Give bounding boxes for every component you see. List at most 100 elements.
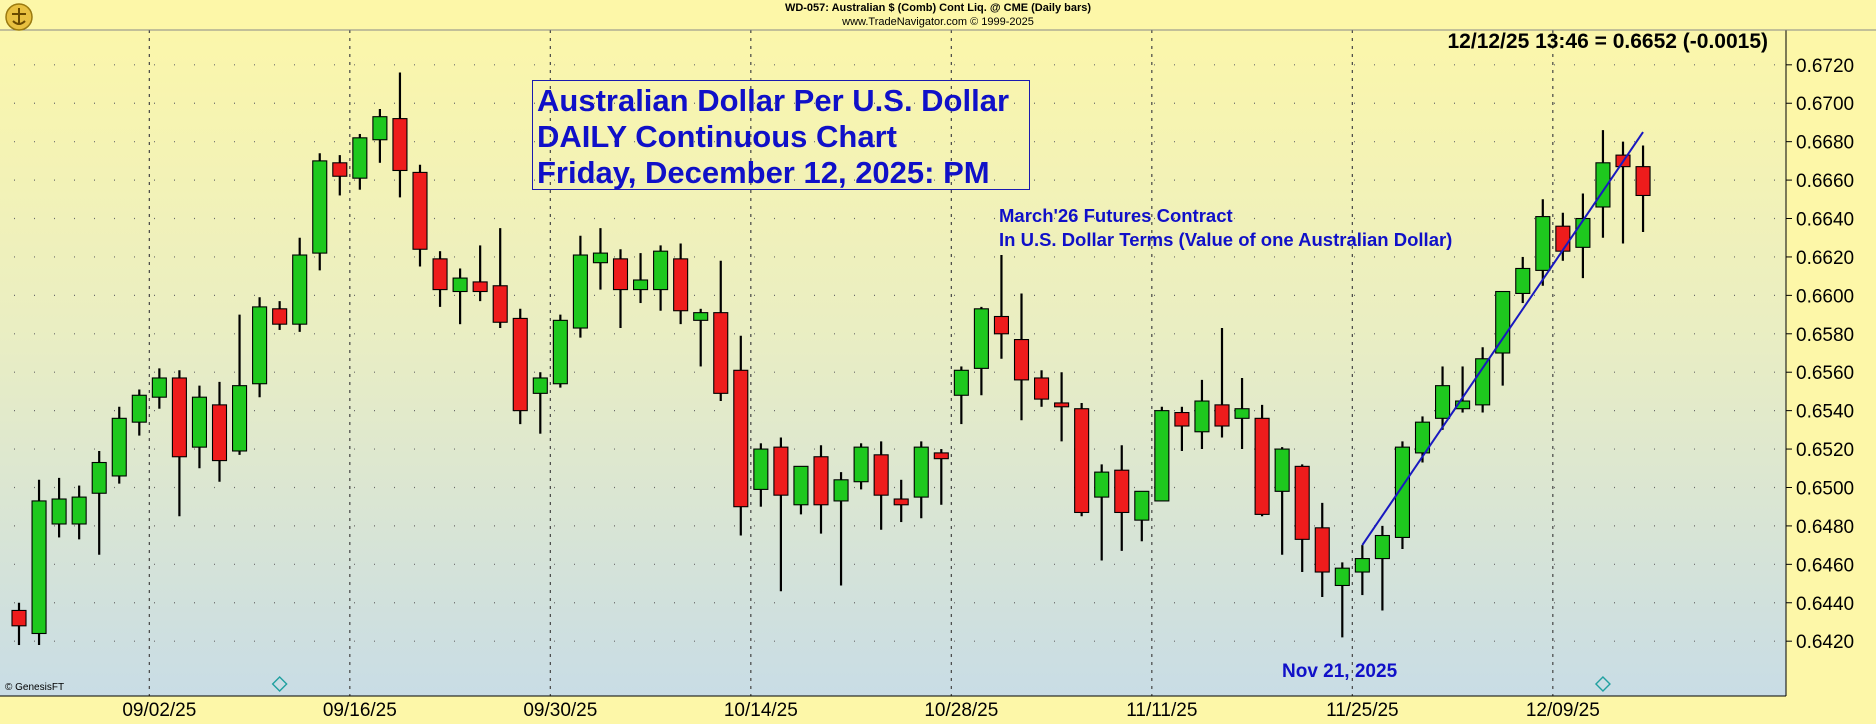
candle-body-up: [292, 254, 308, 325]
candle: [332, 155, 348, 196]
candle-body-down: [1254, 417, 1270, 515]
candle: [713, 260, 729, 402]
y-tick-label: 0.6480: [1796, 517, 1854, 538]
candle-body-up: [1094, 471, 1110, 498]
candle: [1114, 445, 1130, 551]
candle-body-up: [312, 160, 328, 254]
candle: [1154, 406, 1170, 502]
candle-body-up: [632, 279, 649, 291]
y-tick-label: 0.6560: [1796, 363, 1854, 384]
x-tick-label: 12/09/25: [1526, 700, 1600, 721]
x-tick-label: 11/25/25: [1326, 700, 1399, 721]
candle: [753, 443, 769, 507]
candle-body-up: [91, 461, 107, 494]
event-marker-icon: [1594, 676, 1611, 692]
candle-body-down: [733, 369, 749, 508]
candle: [1013, 293, 1030, 421]
price-readout: 12/12/25 13:46 = 0.6652 (-0.0015): [1447, 30, 1769, 53]
candle-body-up: [191, 396, 207, 448]
x-tick-label: 10/28/25: [924, 700, 998, 721]
candle: [91, 450, 107, 555]
candle-body-down: [893, 498, 909, 506]
y-tick-label: 0.6660: [1796, 171, 1854, 192]
candle-body-up: [693, 312, 709, 321]
trendline-layer: [271, 131, 1644, 692]
y-tick-label: 0.6440: [1796, 594, 1854, 615]
candle-body-up: [1354, 558, 1370, 573]
candle-body-down: [412, 171, 428, 250]
candle-body-down: [1054, 402, 1070, 408]
candle-body-up: [833, 479, 849, 502]
candle-body-down: [1555, 225, 1571, 252]
candle: [432, 251, 448, 307]
y-tick-label: 0.6420: [1796, 632, 1854, 653]
candle: [232, 314, 248, 455]
candle-body-down: [933, 452, 949, 460]
candle: [572, 235, 588, 338]
candle: [953, 366, 969, 425]
contract-note-line-2: In U.S. Dollar Terms (Value of one Austr…: [999, 229, 1453, 250]
candle: [1314, 502, 1330, 597]
candle: [1194, 379, 1210, 450]
candle: [1234, 377, 1250, 450]
candle: [1254, 404, 1270, 517]
candle: [312, 153, 328, 271]
candle-body-down: [171, 377, 187, 458]
candle: [1034, 370, 1050, 407]
candle: [1515, 256, 1531, 304]
candle-body-up: [1234, 408, 1250, 419]
candle-body-up: [1575, 217, 1591, 248]
candle-body-up: [151, 377, 167, 398]
candle-body-up: [572, 254, 588, 329]
candle: [31, 479, 47, 646]
candle: [653, 245, 669, 311]
candle-body-up: [452, 277, 468, 293]
candle: [552, 314, 568, 388]
candle-body-up: [1515, 267, 1531, 294]
candle-body-down: [332, 162, 348, 177]
candle-body-up: [372, 116, 388, 141]
candle: [853, 443, 869, 490]
candle: [191, 385, 207, 469]
candle-body-up: [232, 385, 248, 452]
candle-body-up: [1134, 490, 1150, 521]
contract-note: March'26 Futures Contract In U.S. Dollar…: [999, 204, 1452, 252]
candle-body-up: [31, 500, 47, 635]
candle-body-down: [873, 454, 889, 496]
candle: [452, 268, 468, 325]
x-axis-band: [0, 696, 1876, 724]
candle: [1354, 545, 1370, 596]
low-date-annotation: Nov 21, 2025: [1282, 661, 1398, 682]
candle-body-down: [512, 317, 528, 412]
candle: [1094, 464, 1110, 561]
chart-title-box: Australian Dollar Per U.S. Dollar DAILY …: [532, 80, 1030, 190]
tradenavigator-logo-icon: [5, 3, 33, 31]
y-tick-label: 0.6700: [1796, 94, 1854, 115]
candle-body-up: [592, 252, 609, 264]
candle: [392, 72, 408, 198]
candle-body-up: [913, 446, 929, 498]
y-tick-label: 0.6500: [1796, 478, 1854, 499]
candle: [873, 441, 889, 530]
candle-body-down: [1214, 404, 1230, 427]
candle-body-down: [1294, 465, 1310, 540]
y-tick-label: 0.6640: [1796, 210, 1854, 231]
candle-body-down: [713, 312, 729, 394]
contract-note-line-1: March'26 Futures Contract: [999, 205, 1233, 226]
event-marker-icon: [271, 676, 288, 692]
candle: [1074, 402, 1090, 517]
candle: [1374, 525, 1390, 611]
x-tick-label: 09/02/25: [122, 700, 196, 721]
candle: [793, 465, 809, 515]
candle: [1334, 562, 1350, 638]
chart-header-source: www.TradeNavigator.com © 1999-2025: [842, 16, 1034, 28]
title-line-3: Friday, December 12, 2025: PM: [537, 155, 990, 190]
candle-body-up: [111, 417, 127, 477]
candle-body-up: [131, 394, 147, 423]
y-tick-label: 0.6620: [1796, 248, 1854, 269]
candle-body-up: [1374, 534, 1390, 560]
candlesticks: [11, 72, 1651, 646]
candle: [492, 228, 508, 329]
candle-body-down: [673, 258, 689, 312]
